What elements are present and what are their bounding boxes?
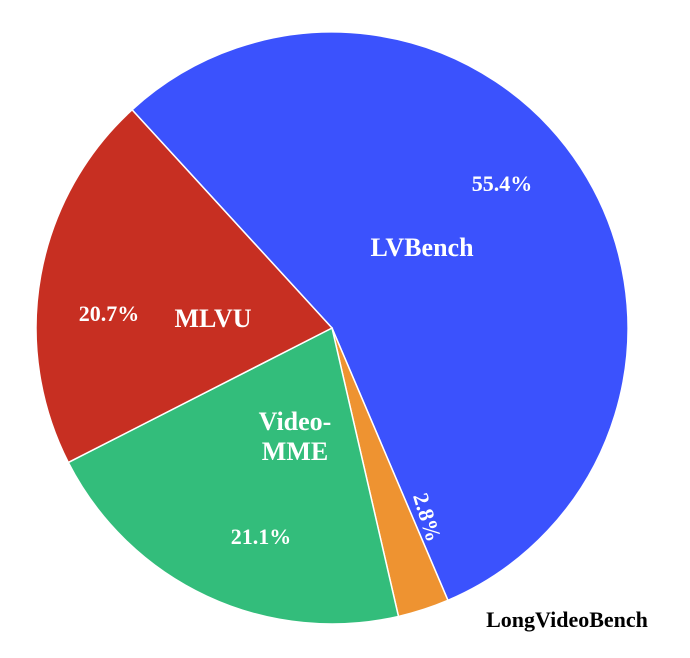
pie-slices: [35, 31, 629, 625]
slice-percent-mlvu: 20.7%: [79, 301, 140, 326]
slice-label-longvideobench: LongVideoBench: [486, 607, 648, 632]
slice-percent-video-mme: 21.1%: [231, 524, 292, 549]
pie-slice-mlvu: [35, 108, 334, 464]
slice-percent-lvbench: 55.4%: [472, 171, 533, 196]
slice-label-mlvu: MLVU: [174, 304, 251, 333]
pie-slice-video-mme: [67, 326, 400, 625]
pie-slice-lvbench: [130, 31, 629, 602]
slice-label-video-mme-line-1: Video-: [259, 407, 332, 436]
slice-label-lvbench: LVBench: [370, 233, 474, 262]
pie-labels: 55.4%LVBench2.8%LongVideoBench21.1%Video…: [79, 171, 648, 632]
slice-label-video-mme-line-2: MME: [262, 437, 328, 466]
